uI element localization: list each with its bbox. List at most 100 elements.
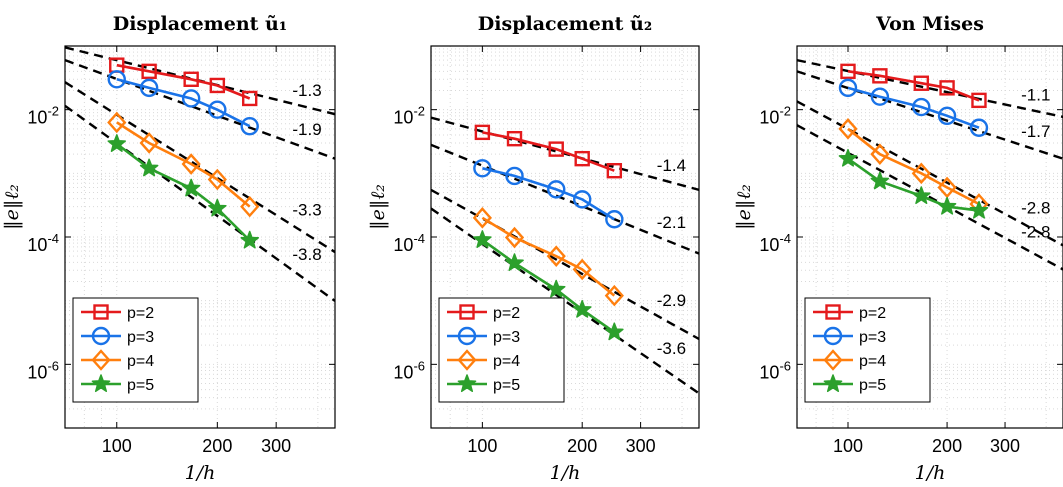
slope-label: -1.1 <box>1021 86 1050 105</box>
data-point <box>242 90 258 107</box>
legend: p=2 p=3 p=4 p=5 <box>72 297 199 403</box>
data-point <box>240 195 260 218</box>
slope-label: -2.1 <box>657 213 686 232</box>
chart-title: Von Mises <box>875 13 984 35</box>
y-tick-label: 10-6 <box>27 358 59 382</box>
series-p=4 <box>107 111 260 218</box>
legend-label: p=5 <box>493 377 520 394</box>
data-point <box>573 190 592 209</box>
legend-marker <box>825 304 841 320</box>
y-tick-label: 10-6 <box>759 358 791 382</box>
data-point <box>911 162 931 185</box>
data-point <box>474 124 491 141</box>
data-point <box>139 78 159 98</box>
x-tick-label: 100 <box>833 436 863 456</box>
data-point <box>139 132 159 154</box>
x-tick-label: 200 <box>932 436 962 456</box>
series-line <box>847 70 980 102</box>
y-tick-label: 10-2 <box>27 104 59 128</box>
series-p=5 <box>107 134 260 249</box>
y-tick-label: 10-4 <box>27 231 59 255</box>
series-p=2 <box>474 124 623 179</box>
series-p=3 <box>838 78 989 137</box>
series-line <box>482 131 615 172</box>
legend-marker <box>457 349 477 371</box>
legend-label: p=2 <box>859 305 886 322</box>
chart-title: Displacement ũ₁ <box>113 13 287 35</box>
legend-marker <box>823 349 843 371</box>
data-point <box>139 158 159 177</box>
data-point <box>606 162 623 179</box>
chart-title: Displacement ũ₂ <box>478 13 652 35</box>
legend: p=2 p=3 p=4 p=5 <box>804 297 931 403</box>
data-point <box>870 143 890 165</box>
data-point <box>207 168 227 191</box>
slope-label: -3.6 <box>657 339 686 358</box>
data-point <box>838 148 858 167</box>
chart-panel: -1.1 -1.7 -2.8 -2.8 100 200 300 10-2 10-4 10-6 Von… <box>733 13 1063 484</box>
y-tick-label: 10-2 <box>759 104 791 128</box>
data-point <box>548 141 564 157</box>
legend-marker <box>459 304 475 320</box>
legend-label: p=4 <box>127 353 154 370</box>
legend-marker <box>823 326 843 346</box>
data-point <box>840 63 856 80</box>
reference-line <box>431 207 699 395</box>
legend-marker <box>91 326 111 346</box>
series-line <box>481 216 616 297</box>
slope-label: -2.8 <box>1021 198 1050 217</box>
legend: p=2 p=3 p=4 p=5 <box>438 297 565 403</box>
x-axis-label: 1/h <box>915 462 946 484</box>
reference-line <box>65 104 335 302</box>
y-axis-label: ‖e‖ℓ₂ <box>1 184 23 230</box>
x-tick-label: 200 <box>567 436 597 456</box>
series-p=4 <box>472 207 624 307</box>
ticks <box>797 46 1063 428</box>
series-p=5 <box>473 230 624 341</box>
series-p=5 <box>838 148 989 219</box>
x-tick-label: 300 <box>261 436 291 456</box>
data-point <box>183 71 199 87</box>
data-point <box>913 75 929 91</box>
data-point <box>838 78 858 98</box>
data-point <box>969 200 989 219</box>
data-point <box>937 106 957 126</box>
data-point <box>506 130 523 147</box>
data-point <box>546 245 566 267</box>
series-p=2 <box>840 63 987 109</box>
ticks <box>431 46 699 428</box>
data-point <box>208 100 227 119</box>
legend-marker <box>823 374 843 393</box>
x-tick-label: 100 <box>102 436 132 456</box>
slope-label: -1.4 <box>657 156 686 175</box>
legend-marker <box>457 326 477 346</box>
chart-panel: -1.4 -2.1 -2.9 -3.6 100 200 300 10-2 10-4 10-6 Dis… <box>367 13 700 484</box>
legend-label: p=4 <box>859 353 886 370</box>
legend-label: p=3 <box>493 329 520 346</box>
data-point <box>937 196 957 215</box>
reference-line <box>65 81 335 254</box>
data-point <box>240 230 260 249</box>
series-line <box>847 86 980 129</box>
data-point <box>473 230 492 248</box>
data-point <box>240 116 259 136</box>
legend-label: p=3 <box>859 329 886 346</box>
slope-label: -2.8 <box>1021 222 1050 241</box>
x-axis-label: 1/h <box>185 462 216 484</box>
series-line <box>847 127 980 206</box>
slope-label: -2.9 <box>657 291 686 310</box>
data-point <box>911 186 931 205</box>
legend-marker <box>91 374 111 393</box>
x-axis-label: 1/h <box>550 462 581 484</box>
legend-label: p=5 <box>127 377 154 394</box>
data-point <box>181 153 201 175</box>
slope-label: -3.3 <box>292 200 321 219</box>
data-point <box>969 118 989 137</box>
legend-label: p=5 <box>859 377 886 394</box>
data-point <box>870 87 890 106</box>
legend-marker <box>457 374 477 393</box>
data-point <box>838 118 858 140</box>
slope-label: -3.8 <box>292 245 321 264</box>
series-line <box>482 167 615 221</box>
